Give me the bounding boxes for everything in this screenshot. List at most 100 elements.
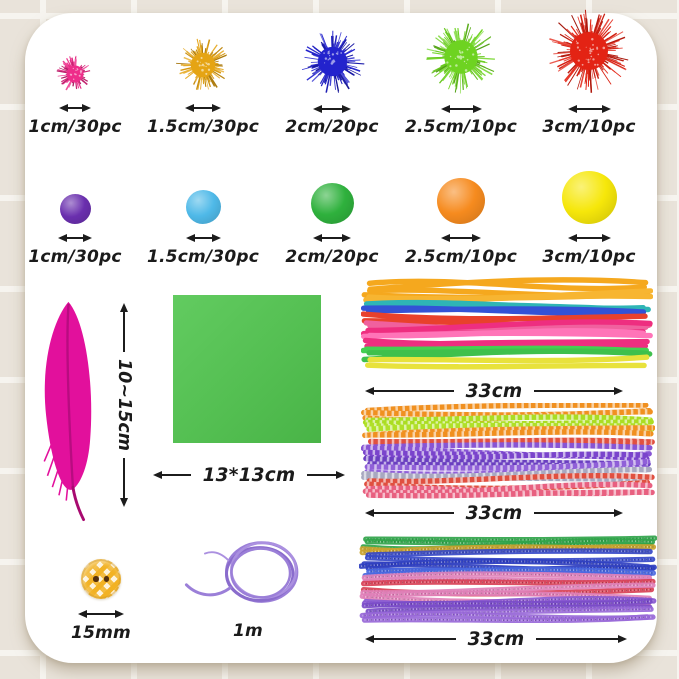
glitter-pompom-pink	[55, 54, 95, 94]
arrowhead-right	[82, 104, 91, 112]
arrow-shaft	[576, 237, 602, 239]
pompom-item: 3cm/10pc	[527, 163, 651, 267]
pompom-item: 1.5cm/30pc	[141, 163, 265, 267]
arrowhead-down	[120, 498, 128, 508]
arrowhead-right	[601, 105, 611, 113]
pompom-item: 3cm/10pc	[527, 9, 651, 137]
size-arrow	[185, 233, 221, 243]
arrowhead-left	[441, 234, 450, 242]
glitter-pompom-blue	[298, 27, 367, 96]
glitter-pompom-gold	[174, 36, 232, 94]
size-arrow	[440, 105, 482, 113]
arrowhead-right	[601, 234, 611, 242]
size-arrow	[78, 609, 124, 619]
arrowhead-left	[313, 105, 322, 113]
arrow-shaft	[536, 638, 619, 640]
arrowhead-right	[83, 234, 92, 242]
arrow-shaft	[68, 107, 82, 109]
arrowhead-right	[472, 234, 481, 242]
size-arrow	[567, 233, 611, 243]
arrowhead-right	[618, 635, 628, 643]
button-hole	[93, 576, 99, 582]
length-label: 33cm	[467, 628, 525, 650]
plain-pompom-row: 1cm/30pc 1.5cm/30pc 2cm/20pc 2.5cm/10pc	[25, 163, 657, 267]
arrowhead-left	[313, 234, 322, 242]
size-label: 2cm/20pc	[285, 247, 379, 267]
arrowhead-right	[614, 509, 624, 517]
pompom-green	[310, 183, 354, 224]
arrowhead-left	[567, 234, 577, 242]
arrow-shaft	[123, 312, 125, 353]
arrowhead-left	[365, 635, 374, 643]
arrow-shaft	[576, 108, 602, 110]
arrowhead-left	[58, 234, 67, 242]
size-label: 1.5cm/30pc	[146, 247, 260, 267]
width-arrow: 13*13cm	[153, 463, 345, 487]
size-arrow	[567, 105, 611, 113]
pipe-cleaners-glitter	[358, 533, 658, 629]
pompom-item: 1cm/30pc	[13, 33, 137, 137]
arrow-shaft	[449, 108, 473, 110]
height-label: 10~15cm	[114, 359, 134, 451]
button-size-label: 15mm	[71, 623, 131, 643]
arrowhead-left	[78, 610, 87, 618]
arrowhead-left	[59, 104, 68, 112]
pompom-item: 2cm/20pc	[270, 30, 394, 137]
length-arrow: 33cm	[365, 627, 628, 651]
pompom-lightblue	[185, 190, 221, 224]
size-label: 3cm/10pc	[542, 247, 636, 267]
arrowhead-left	[185, 104, 194, 112]
glitter-pompom-red	[544, 6, 634, 96]
size-arrow	[313, 233, 351, 243]
size-label: 1cm/30pc	[28, 247, 122, 267]
length-label: 33cm	[465, 380, 523, 402]
size-label: 1.5cm/30pc	[146, 117, 260, 137]
pompom-item: 2cm/20pc	[270, 163, 394, 267]
pompom-item: 1cm/30pc	[13, 163, 137, 267]
cord-length-label: 1m	[233, 621, 263, 641]
pompom-item: 2.5cm/10pc	[399, 23, 523, 137]
pompom-yellow	[561, 171, 617, 224]
feather-icon	[43, 301, 92, 522]
size-arrow	[58, 233, 92, 243]
length-label: 33cm	[465, 502, 523, 524]
size-arrow	[441, 233, 481, 243]
pompom-item: 1.5cm/30pc	[141, 33, 265, 137]
arrowhead-right	[211, 234, 221, 242]
arrowhead-left	[153, 471, 162, 479]
pipe-cleaners-striped	[360, 402, 656, 503]
arrowhead-left	[440, 105, 450, 113]
arrow-shaft	[87, 613, 115, 615]
size-label: 2.5cm/10pc	[404, 117, 518, 137]
arrow-shaft	[123, 458, 125, 499]
arrow-shaft	[374, 390, 454, 392]
arrowhead-right	[336, 471, 345, 479]
size-label: 1cm/30pc	[28, 117, 122, 137]
arrow-shaft	[67, 237, 83, 239]
button-item: 15mm	[59, 559, 143, 643]
feather	[25, 294, 120, 526]
button-hole	[103, 576, 109, 582]
arrowhead-right	[212, 104, 221, 112]
arrow-shaft	[307, 474, 336, 476]
cord-item: 1m	[173, 531, 323, 641]
glitter-pompom-green	[422, 18, 500, 96]
arrowhead-right	[614, 387, 624, 395]
arrowhead-right	[342, 234, 351, 242]
size-arrow	[313, 105, 351, 113]
glitter-pompom-row: 1cm/30pc 1.5cm/30pc 2cm/20pc 2.5cm/10pc	[25, 9, 657, 137]
gingham-button	[81, 559, 121, 599]
pompom-orange	[437, 178, 485, 224]
size-arrow	[59, 103, 91, 113]
pompom-item: 2.5cm/10pc	[399, 163, 523, 267]
arrowhead-right	[342, 105, 351, 113]
arrowhead-up	[120, 303, 128, 312]
size-label: 3cm/10pc	[542, 117, 636, 137]
product-card: 1cm/30pc 1.5cm/30pc 2cm/20pc 2.5cm/10pc	[25, 9, 658, 663]
size-label: 2.5cm/10pc	[404, 247, 518, 267]
arrowhead-right	[115, 610, 124, 618]
length-arrow: 33cm	[365, 379, 624, 403]
arrow-shaft	[534, 390, 615, 392]
arrow-shaft	[322, 237, 342, 239]
arrow-shaft	[374, 512, 454, 514]
